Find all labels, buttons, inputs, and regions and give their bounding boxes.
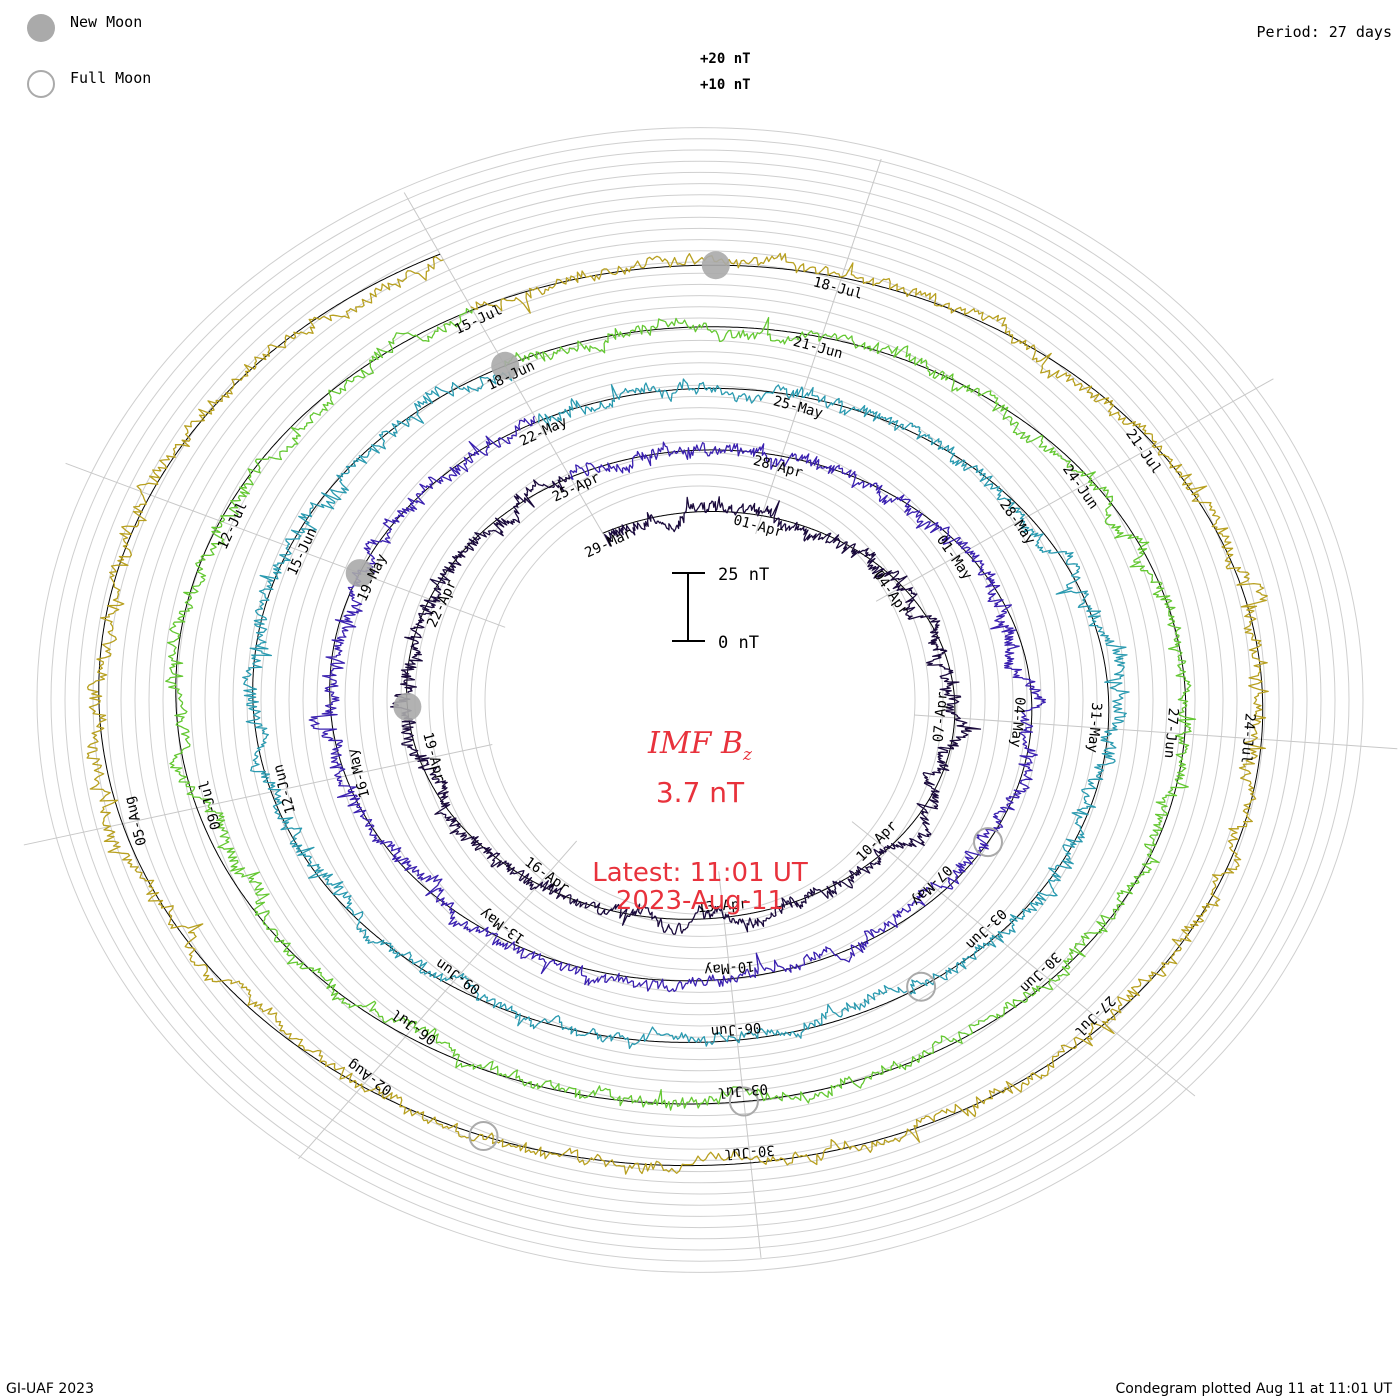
date-label: 07-Apr <box>931 691 951 743</box>
ring-circle <box>176 239 1224 1161</box>
ring-circle <box>344 373 1056 1027</box>
spoke-line <box>23 744 493 846</box>
ring-circle <box>134 205 1266 1195</box>
ring-circle <box>372 395 1028 1005</box>
full-moon-legend-icon <box>27 70 55 98</box>
ring-circle <box>386 407 1014 993</box>
date-label: 13-Apr <box>697 896 749 916</box>
full-moon-marker <box>468 1121 499 1151</box>
spoke-grid <box>23 158 1398 1258</box>
spoke-line <box>755 158 882 535</box>
parameter-title: IMF Bz <box>500 726 900 765</box>
ring-circle <box>330 362 1070 1038</box>
date-label: 30-Jul <box>724 1142 776 1162</box>
date-label: 04-May <box>1007 696 1027 748</box>
new-moon-marker <box>701 251 730 280</box>
bz-trace-jul-aug <box>86 252 1269 1175</box>
ring-circle <box>358 384 1042 1016</box>
date-label: 27-Jun <box>1161 707 1181 759</box>
parameter-subscript: z <box>743 745 752 765</box>
scale-bar-top-label: 25 nT <box>718 565 769 585</box>
bz-trace-jun-jul <box>165 307 1197 1111</box>
ring-circle <box>50 138 1350 1262</box>
ring-circle <box>204 261 1196 1139</box>
ring-circle <box>64 149 1336 1251</box>
date-label: 03-Jul <box>717 1080 769 1100</box>
bz-trace-apr-may <box>308 415 1047 993</box>
scale-bar: 25 nT 0 nT <box>672 565 769 653</box>
ring-circle <box>260 306 1140 1094</box>
ring-scale-label-10: +10 nT <box>700 77 751 93</box>
ring-circle <box>470 474 930 926</box>
date-label: 02-Aug <box>345 1056 396 1098</box>
ring-circle <box>120 194 1280 1206</box>
date-label: 09-Jul <box>196 779 225 832</box>
spoke-line <box>914 714 1398 750</box>
full-moon-marker <box>973 827 1003 858</box>
new-moon-marker <box>345 559 374 588</box>
date-label: 31-May <box>1084 702 1104 754</box>
date-label: 22-Apr <box>424 577 460 630</box>
ring-circle <box>148 216 1252 1184</box>
bz-trace-may-jun <box>242 371 1130 1050</box>
ring-circle <box>316 351 1084 1049</box>
date-label: 06-Jun <box>710 1019 762 1039</box>
date-label: 05-Aug <box>122 794 151 847</box>
bz-trace-mar-apr <box>389 474 982 935</box>
ring-circle <box>36 127 1364 1273</box>
ring-circle <box>162 227 1238 1173</box>
current-value: 3.7 nT <box>655 776 745 809</box>
ring-circle <box>288 328 1112 1072</box>
ring-circle <box>456 463 944 937</box>
ring-circle <box>106 183 1294 1217</box>
plotted-timestamp: Condegram plotted Aug 11 at 11:01 UT <box>1115 1381 1392 1397</box>
ring-circle <box>428 440 972 960</box>
spoke-line <box>65 462 506 628</box>
ring-grid <box>36 127 1364 1273</box>
date-label: 01-Apr <box>732 512 785 541</box>
date-label: 19-Apr <box>419 731 448 784</box>
parameter-name: IMF B <box>648 726 743 761</box>
period-label: Period: 27 days <box>1256 23 1392 41</box>
spoke-line <box>718 871 762 1258</box>
ring-circle <box>442 451 958 949</box>
date-label: 09-Jun <box>433 955 484 997</box>
scale-bar-bottom-label: 0 nT <box>718 633 759 653</box>
ring-circle <box>274 317 1126 1083</box>
ring-circle <box>78 160 1322 1240</box>
ring-scale-label-20: +20 nT <box>700 51 751 67</box>
date-label: 24-Jul <box>1237 712 1257 764</box>
spoke-line <box>298 840 578 1160</box>
latest-time: Latest: 11:01 UT <box>592 858 808 888</box>
ring-circle <box>92 171 1308 1229</box>
ring-circle <box>232 283 1168 1117</box>
new-moon-marker <box>491 351 520 380</box>
bz-traces <box>86 252 1269 1175</box>
new-moon-marker <box>393 692 422 721</box>
ring-circle <box>484 485 916 915</box>
full-moon-legend-label: Full Moon <box>70 69 152 87</box>
new-moon-legend-label: New Moon <box>70 13 143 31</box>
ring-circle <box>190 250 1210 1150</box>
ring-circle <box>302 339 1098 1061</box>
spoke-line <box>851 821 1196 1097</box>
credit-label: GI-UAF 2023 <box>6 1381 94 1397</box>
date-label: 10-May <box>703 957 755 977</box>
full-moon-marker <box>728 1086 759 1117</box>
moon-markers <box>345 251 1003 1151</box>
latest-date: 2023-Aug-11 <box>615 886 785 916</box>
new-moon-legend-icon <box>27 14 55 42</box>
spoke-line <box>875 378 1274 602</box>
ring-circle <box>218 272 1182 1128</box>
full-moon-marker <box>906 971 937 1002</box>
